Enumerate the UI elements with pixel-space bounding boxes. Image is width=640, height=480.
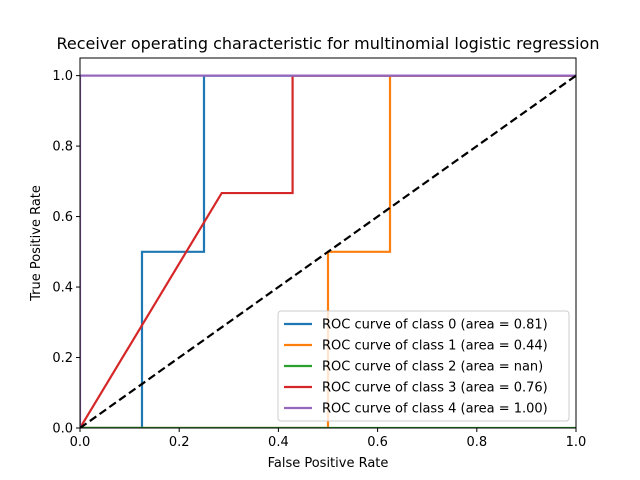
legend-label-class-0: ROC curve of class 0 (area = 0.81) bbox=[322, 318, 548, 333]
x-axis: 0.0 0.2 0.4 0.6 0.8 1.0 bbox=[70, 428, 587, 450]
x-tick-label: 1.0 bbox=[566, 435, 587, 450]
y-tick-label: 0.8 bbox=[52, 140, 73, 155]
legend-box bbox=[277, 310, 570, 422]
plot-frame bbox=[79, 57, 577, 429]
series-layer bbox=[80, 74, 576, 428]
legend-label-class-3: ROC curve of class 3 (area = 0.76) bbox=[322, 381, 548, 396]
series-line-class-4 bbox=[80, 74, 576, 428]
chart-title: Receiver operating characteristic for mu… bbox=[57, 34, 600, 53]
chance-diagonal-line bbox=[80, 74, 576, 428]
y-tick-label: 0.2 bbox=[52, 351, 73, 366]
x-axis-label: False Positive Rate bbox=[268, 456, 389, 471]
y-tick-label: 0.4 bbox=[52, 281, 73, 296]
y-axis: 0.0 0.2 0.4 0.6 0.8 1.0 bbox=[52, 69, 80, 437]
x-tick-label: 0.4 bbox=[268, 435, 289, 450]
legend-label-class-2: ROC curve of class 2 (area = nan) bbox=[322, 360, 543, 375]
legend-label-class-1: ROC curve of class 1 (area = 0.44) bbox=[322, 339, 548, 354]
y-tick-label: 0.6 bbox=[52, 210, 73, 225]
y-tick-label: 0.0 bbox=[52, 422, 73, 437]
x-tick-label: 0.8 bbox=[466, 435, 487, 450]
y-axis-label: True Positive Rate bbox=[29, 185, 44, 302]
plot-area: 0.0 0.2 0.4 0.6 0.8 1.0 0.0 0.2 0.4 0.6 0.8 1.0 bbox=[52, 57, 587, 450]
x-tick-label: 0.2 bbox=[169, 435, 190, 450]
y-tick-label: 1.0 bbox=[52, 69, 73, 84]
x-tick-label: 0.6 bbox=[367, 435, 388, 450]
legend-label-class-4: ROC curve of class 4 (area = 1.00) bbox=[322, 402, 548, 417]
legend: ROC curve of class 0 (area = 0.81) ROC cu… bbox=[277, 310, 570, 422]
x-tick-label: 0.0 bbox=[70, 435, 91, 450]
